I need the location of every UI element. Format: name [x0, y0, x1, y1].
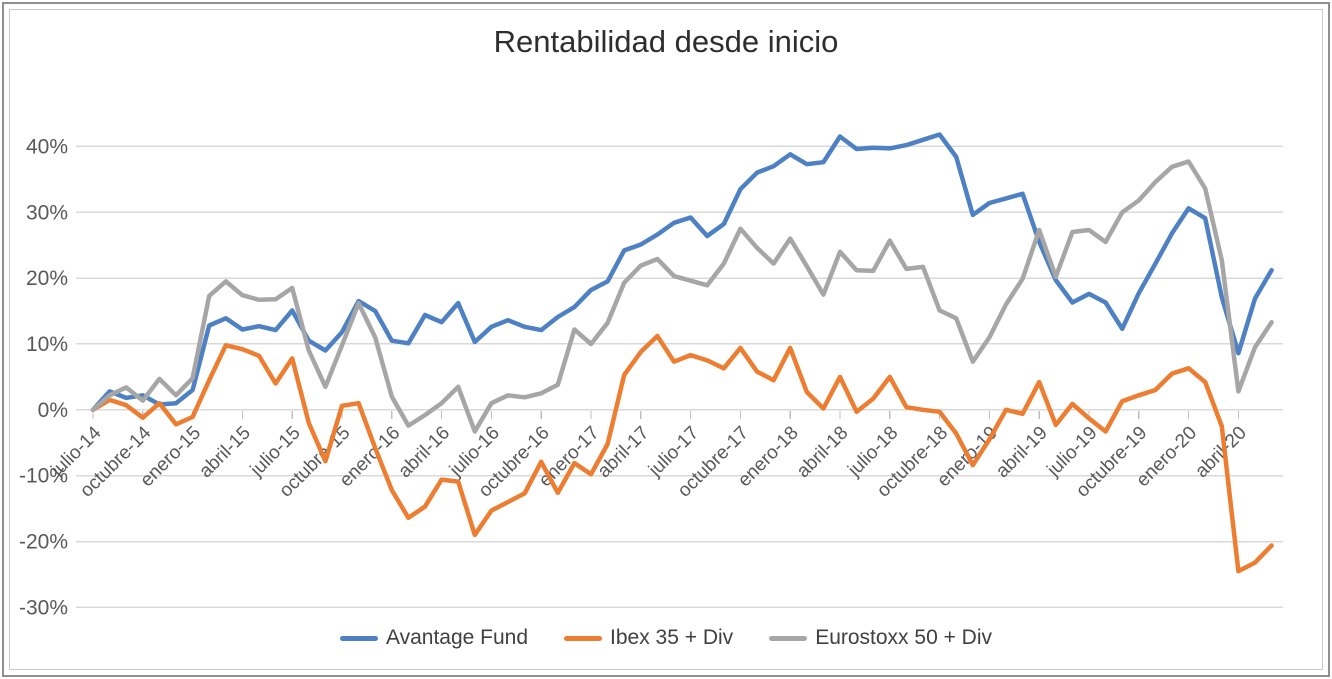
x-axis-label: abril-15: [195, 422, 255, 482]
y-axis-label: 30%: [26, 201, 68, 224]
legend-swatch-ibex-35-div: [564, 635, 603, 641]
legend-item-ibex-35-div: Ibex 35 + Div: [564, 626, 733, 650]
series-line-ibex-35-div: [90, 333, 1274, 574]
legend-label: Avantage Fund: [385, 626, 529, 649]
y-axis-label: 40%: [26, 135, 68, 158]
x-axis-label: abril-18: [793, 422, 853, 482]
x-axis-label: abril-19: [992, 422, 1052, 482]
y-axis-label: -30%: [19, 596, 68, 619]
legend: Avantage Fund Ibex 35 + Div Eurostoxx 50 +…: [0, 626, 1332, 650]
legend-swatch-eurostoxx-50-div: [769, 635, 808, 641]
y-axis-label: 0%: [38, 399, 68, 422]
series-line-eurostoxx-50-div: [90, 159, 1274, 434]
y-axis-label: 20%: [26, 267, 68, 290]
chart-title: Rentabilidad desde inicio: [493, 24, 839, 59]
legend-label: Eurostoxx 50 + Div: [815, 626, 993, 649]
legend-swatch-avantage-fund: [339, 635, 378, 641]
legend-label: Ibex 35 + Div: [610, 626, 734, 649]
y-axis-label: -20%: [19, 531, 68, 554]
y-axis-label: 10%: [26, 333, 68, 356]
y-axis-label: -10%: [19, 465, 68, 488]
series-line-avantage-fund: [90, 132, 1274, 413]
legend-item-eurostoxx-50-div: Eurostoxx 50 + Div: [769, 626, 992, 650]
x-axis-label: abril-16: [394, 422, 454, 482]
legend-item-avantage-fund: Avantage Fund: [339, 626, 529, 650]
